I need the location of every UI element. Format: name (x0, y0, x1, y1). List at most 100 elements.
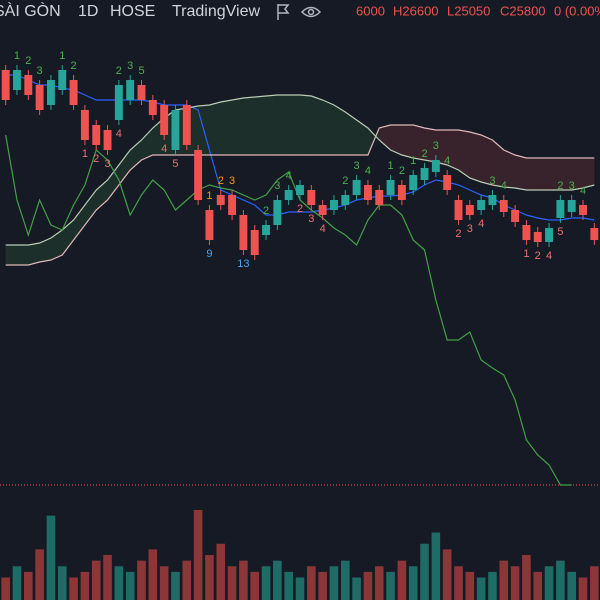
cloud-fill (39, 238, 51, 262)
candle-body (250, 230, 259, 255)
candle-body (409, 175, 418, 190)
candle-body (522, 225, 531, 240)
candle-body (148, 100, 157, 115)
candle-body (262, 225, 270, 235)
indicator-line (5, 94, 595, 246)
volume-bar (340, 560, 350, 600)
volume-bar (465, 571, 475, 600)
volume-bar (171, 571, 180, 600)
candle-body (216, 195, 225, 205)
sequence-label: 2 (455, 228, 461, 240)
sequence-label: 3 (104, 158, 110, 170)
candle-body (228, 195, 237, 215)
volume-bar (420, 543, 429, 600)
cloud-fill (356, 120, 368, 155)
candle-body (477, 200, 486, 210)
cloud-fill (288, 95, 300, 155)
sequence-label: 2 (263, 205, 269, 217)
cloud-fill (130, 140, 142, 170)
cloud-fill (583, 158, 595, 188)
candle-body (126, 80, 135, 100)
volume-bar (408, 566, 418, 600)
sequence-label: 2 (342, 175, 348, 187)
volume-bar (488, 571, 497, 600)
sequence-label: 2 (421, 148, 427, 160)
interval: 1D (78, 3, 98, 20)
volume-bar (216, 543, 226, 600)
volume-bar (193, 510, 203, 600)
sequence-label: 4 (478, 218, 484, 230)
candle-body (46, 80, 55, 105)
open-value: 6000 (356, 3, 385, 18)
sequence-label: 13 (237, 258, 249, 270)
sequence-label: 1 (206, 190, 212, 202)
cloud-fill (50, 230, 63, 260)
candle-body (69, 80, 78, 105)
cloud-fill (503, 150, 516, 188)
volume-bar (318, 571, 327, 600)
cloud-fill (492, 140, 504, 187)
volume-bar (159, 566, 169, 600)
source: TradingView (172, 3, 260, 20)
volume-bar (1, 577, 10, 600)
cloud-fill (16, 245, 29, 265)
sequence-label: 4 (161, 143, 167, 155)
header: SÀI GÒN 1D HOSE TradingView 6000 H26600 … (0, 1, 600, 20)
volume-bar (454, 566, 463, 600)
sequence-label: 2 (116, 65, 122, 77)
candle-body (386, 180, 395, 195)
candle-body (24, 75, 33, 95)
volume-bar (374, 566, 384, 600)
volume-bar (80, 571, 90, 600)
candle-body (1, 70, 10, 100)
cloud-fill (311, 96, 323, 155)
volume-bar (46, 515, 56, 600)
cloud-fill (537, 158, 550, 190)
candle-body (58, 70, 67, 90)
sequence-label: 1 (388, 160, 394, 172)
eye-icon[interactable] (300, 6, 322, 18)
cloud-fill (458, 130, 470, 178)
candle-body (511, 210, 520, 222)
candle-body (488, 195, 497, 205)
cloud-fill (413, 125, 425, 160)
sequence-label: 1 (14, 50, 20, 62)
volume-bar (442, 549, 452, 600)
cloud-fill (118, 150, 131, 185)
candle-body (80, 110, 89, 140)
volume-bar (114, 566, 124, 600)
sequence-label: 5 (557, 226, 563, 238)
candle-body (431, 160, 440, 172)
cloud-fill (424, 128, 436, 162)
sequence-label: 2 (399, 165, 405, 177)
sequence-label: 2 (557, 180, 563, 192)
cloud-fill (141, 128, 153, 160)
candle-body (284, 190, 293, 200)
sequence-label: 2 (71, 60, 77, 72)
cloud-fill (390, 125, 402, 155)
volume-bar (205, 555, 214, 600)
sequence-label: 3 (127, 60, 133, 72)
candle-body (556, 200, 565, 218)
cloud-fill (62, 220, 74, 255)
volume-bar (533, 571, 543, 600)
sequence-label: 3 (569, 180, 575, 192)
sequence-label: 3 (433, 140, 439, 152)
sequence-label: 3 (467, 223, 473, 235)
low-value: L25050 (447, 3, 490, 18)
volume-bar (522, 555, 531, 600)
exchange: HOSE (110, 3, 155, 20)
candle-body (363, 185, 372, 200)
flag-icon[interactable] (277, 4, 290, 20)
candle-body (182, 105, 191, 145)
volume-bar (24, 571, 33, 600)
sequence-label: 2 (25, 55, 31, 67)
cloud-fill (345, 112, 357, 155)
cloud-fill (5, 245, 17, 265)
candle-body (35, 85, 44, 110)
symbol: SÀI GÒN (0, 1, 61, 20)
candle-body (420, 168, 429, 180)
sequence-label: 3 (308, 213, 314, 225)
sequence-label: 2 (297, 203, 303, 215)
